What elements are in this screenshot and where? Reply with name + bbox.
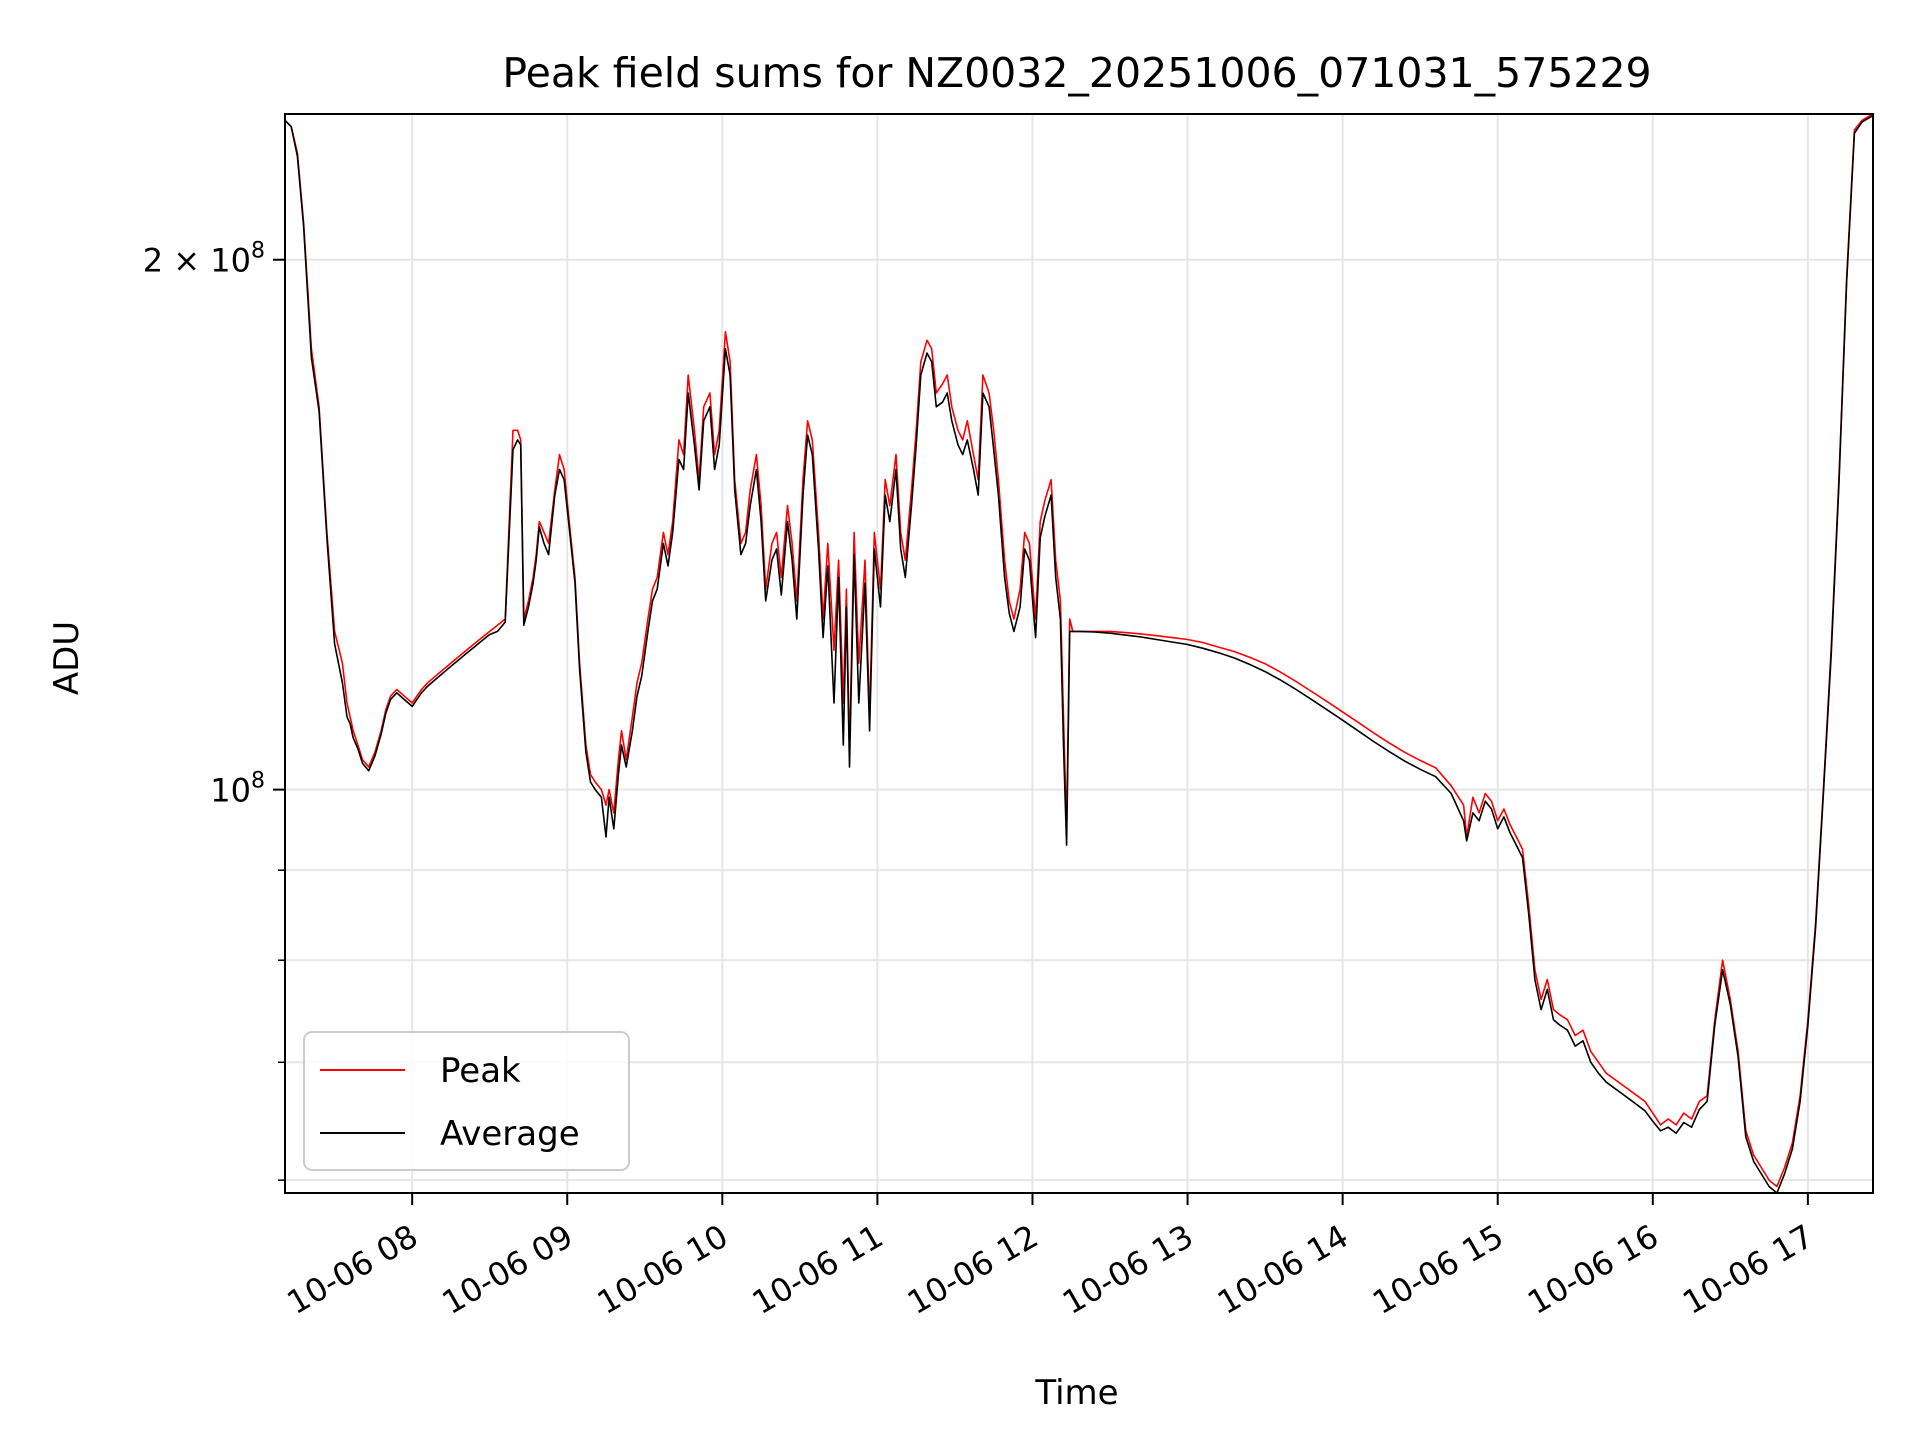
y-tick-label: 108 <box>210 769 265 810</box>
legend-label-peak: Peak <box>440 1051 521 1091</box>
y-axis-label: ADU <box>47 621 87 695</box>
chart-title: Peak field sums for NZ0032_20251006_0710… <box>502 49 1651 97</box>
series-line-peak <box>284 113 1874 1188</box>
x-axis-label: Time <box>1034 1373 1118 1413</box>
y-tick-label: 2 × 108 <box>143 239 265 280</box>
legend-box <box>303 1031 630 1171</box>
legend: Peak Average <box>303 1031 630 1171</box>
series-line-average <box>284 114 1874 1194</box>
plot-frame <box>284 113 1874 1194</box>
grid <box>285 114 1873 1193</box>
legend-label-average: Average <box>440 1114 580 1154</box>
series-group <box>284 113 1874 1194</box>
